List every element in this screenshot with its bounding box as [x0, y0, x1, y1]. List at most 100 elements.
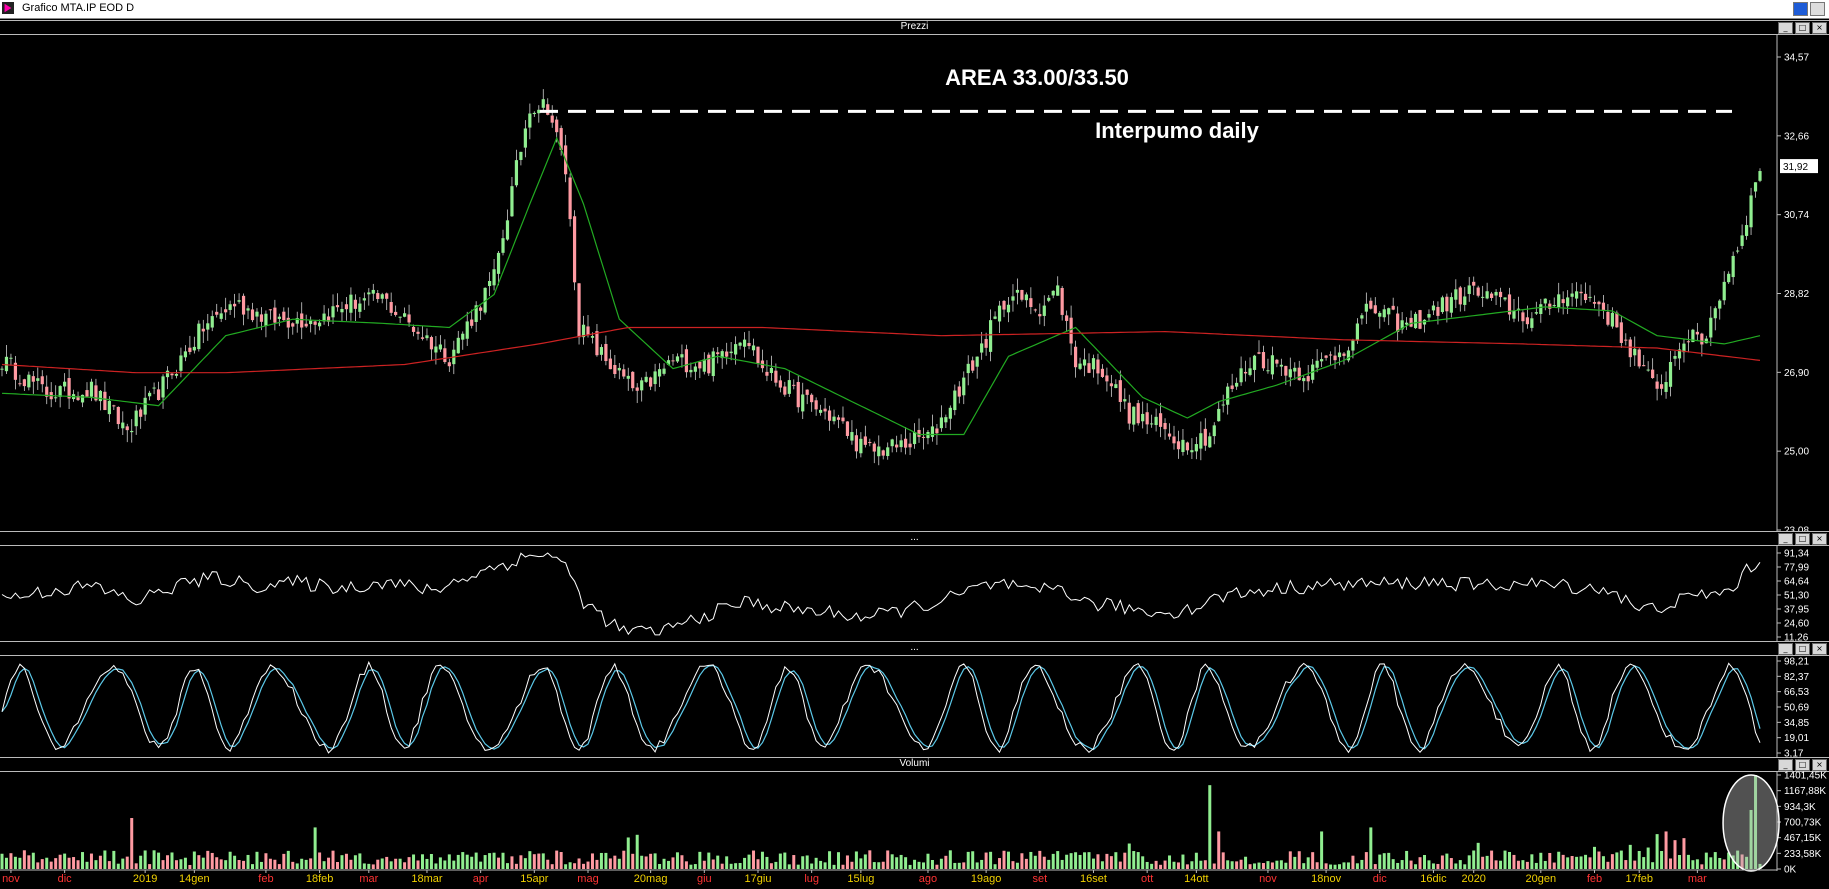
candle-down	[1060, 288, 1064, 315]
candle-up	[537, 109, 541, 114]
close-panel-button[interactable]: ×	[1812, 22, 1827, 34]
candle-up	[702, 359, 706, 372]
volume-bar	[479, 861, 483, 869]
volume-bar	[1731, 855, 1735, 869]
candle-down	[416, 331, 420, 334]
candle-up	[1633, 348, 1637, 356]
close-panel-button[interactable]: ×	[1812, 533, 1827, 545]
volume-bar	[1145, 861, 1149, 869]
candle-down	[1592, 302, 1597, 304]
volume-bar	[608, 858, 612, 869]
close-panel-button[interactable]: ×	[1812, 759, 1827, 771]
y-tick-label: 98,21	[1784, 657, 1809, 668]
volume-bar	[1414, 864, 1418, 869]
y-tick-label: 37,95	[1784, 605, 1809, 616]
volume-bar	[1342, 862, 1346, 869]
volume-bar	[939, 858, 943, 869]
candle-down	[1624, 339, 1628, 341]
volume-bar	[1208, 785, 1212, 869]
volume-bar	[904, 857, 908, 869]
volume-bar	[590, 853, 594, 869]
candle-up	[1574, 291, 1579, 299]
candle-up	[1252, 355, 1257, 370]
price-chart[interactable]: 34,57 32,66 30,74 28,82 26,90 25,00 23,08 AREA …	[0, 35, 1829, 532]
volume-bar	[796, 864, 800, 869]
candle-up	[541, 99, 545, 108]
close-panel-button[interactable]: ×	[1812, 643, 1827, 655]
y-tick-label: 64,64	[1784, 577, 1809, 588]
candle-down	[1409, 317, 1413, 327]
volume-bar	[1588, 857, 1592, 869]
volume-bar	[1736, 850, 1740, 869]
candle-up	[1512, 310, 1516, 319]
candle-up	[1610, 312, 1614, 327]
candle-up	[1082, 359, 1087, 366]
minimize-panel-button[interactable]: _	[1778, 643, 1793, 655]
y-tick-label: 26,90	[1784, 368, 1809, 379]
volume-bar	[613, 855, 617, 869]
candle-up	[98, 390, 103, 402]
restore-panel-button[interactable]: □	[1795, 533, 1810, 545]
candle-up	[371, 289, 375, 294]
minimize-panel-button[interactable]: _	[1778, 759, 1793, 771]
candle-up	[174, 373, 179, 376]
volume-bar	[1552, 862, 1556, 869]
candle-up	[859, 438, 863, 454]
candle-up	[165, 370, 170, 378]
volume-bar	[1418, 857, 1422, 869]
candle-down	[1561, 299, 1565, 304]
candle-up	[1190, 450, 1194, 453]
stochastic-chart[interactable]: 98,21 82,37 66,53 50,69 34,85 19,01 3,17	[0, 655, 1829, 757]
volume-bar	[1253, 863, 1257, 869]
y-tick-label: 700,73K	[1784, 818, 1822, 829]
volume-bar	[1454, 863, 1458, 869]
candle-up	[1051, 290, 1055, 296]
candle-down	[326, 316, 331, 322]
candle-up	[255, 311, 259, 317]
volume-bar	[769, 863, 773, 869]
volume-bar	[94, 860, 98, 869]
volume-bar	[971, 851, 975, 869]
candle-down	[344, 304, 349, 310]
candle-up	[1346, 350, 1351, 361]
candle-down	[756, 346, 760, 364]
volume-chart[interactable]: 1401,45K 1167,88K 934,3K 700,73K 467,15K 233,…	[0, 771, 1829, 889]
candle-up	[729, 351, 733, 354]
volume-bar	[98, 855, 102, 869]
candle-down	[1655, 381, 1659, 389]
restore-panel-button[interactable]: □	[1795, 759, 1810, 771]
volume-bar	[1530, 854, 1534, 869]
restore-panel-button[interactable]: □	[1795, 643, 1810, 655]
window-icon-button[interactable]	[1793, 2, 1808, 16]
candle-down	[863, 436, 867, 445]
y-tick-label: 934,3K	[1784, 802, 1816, 813]
candle-down	[1136, 403, 1140, 424]
volume-bar	[27, 855, 31, 869]
candle-down	[94, 385, 98, 401]
x-tick-label: 16dic	[1420, 873, 1447, 885]
candle-up	[1566, 297, 1570, 307]
window-restore-button[interactable]	[1810, 2, 1825, 16]
volume-bar	[778, 853, 782, 869]
volume-bar	[58, 854, 62, 869]
candle-up	[801, 394, 805, 412]
rsi-chart[interactable]: 91,34 77,99 64,64 51,30 37,95 24,60 11,26	[0, 545, 1829, 641]
volume-bar	[734, 863, 738, 869]
minimize-panel-button[interactable]: _	[1778, 22, 1793, 34]
candle-up	[1530, 318, 1534, 328]
volume-bar	[671, 857, 675, 869]
candle-up	[626, 375, 630, 379]
candle-up	[1239, 368, 1243, 383]
candle-down	[201, 328, 205, 332]
candle-up	[1315, 360, 1319, 368]
volume-bar	[859, 858, 863, 869]
volume-bar	[81, 852, 85, 869]
volume-bar	[1154, 860, 1158, 869]
restore-panel-button[interactable]: □	[1795, 22, 1810, 34]
candle-up	[1494, 291, 1498, 296]
candle-up	[398, 316, 402, 318]
volume-bar	[1288, 851, 1292, 869]
minimize-panel-button[interactable]: _	[1778, 533, 1793, 545]
volume-bar	[805, 855, 809, 869]
volume-bar	[335, 862, 339, 869]
